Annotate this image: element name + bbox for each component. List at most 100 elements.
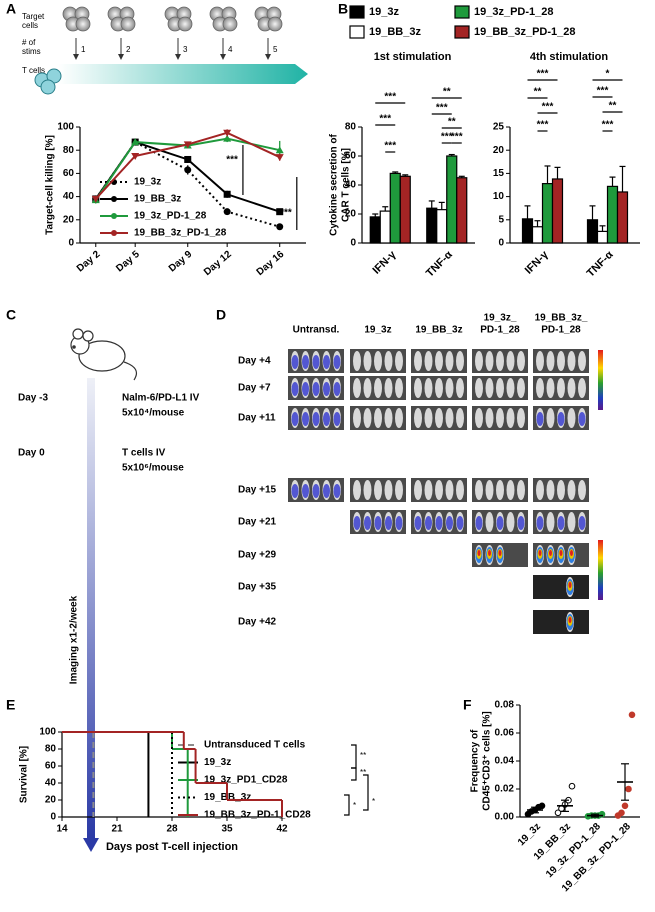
survival-step xyxy=(182,732,196,750)
y-tick-label: 0.06 xyxy=(495,728,515,739)
x-tick-label: IFN-γ xyxy=(370,248,399,277)
mouse xyxy=(363,480,372,500)
signal xyxy=(536,516,544,530)
mouse xyxy=(506,512,515,532)
signal xyxy=(302,355,309,369)
mouse xyxy=(384,378,393,398)
bar xyxy=(551,178,564,244)
legend-marker xyxy=(111,196,117,202)
imaging-label: Imaging x1-2/week xyxy=(69,595,80,684)
legend-label: 19_BB_3z xyxy=(369,26,421,38)
group-header: Untransd. xyxy=(293,325,340,336)
mouse xyxy=(475,351,483,371)
mouse xyxy=(567,408,576,428)
signal xyxy=(456,516,464,530)
group-header: 19_BB_3z xyxy=(415,325,462,336)
y-tick-label: 25 xyxy=(493,122,505,133)
mouse xyxy=(567,480,576,500)
signal xyxy=(374,516,382,530)
mouse xyxy=(445,408,454,428)
y-tick-label: 20 xyxy=(345,209,357,220)
mouse xyxy=(395,351,403,371)
y-tick-label: 20 xyxy=(493,145,505,156)
signal xyxy=(323,382,330,396)
marker xyxy=(223,134,232,142)
mouse xyxy=(557,351,565,371)
bar xyxy=(446,155,458,244)
bar xyxy=(426,207,438,244)
mouse xyxy=(435,351,443,371)
x-tick-label: Day 9 xyxy=(167,249,195,275)
legend-label: Untransduced T cells xyxy=(204,740,306,751)
color-scale xyxy=(598,350,603,410)
bar xyxy=(596,230,609,244)
mouse xyxy=(485,480,494,500)
bar xyxy=(389,172,401,244)
mouse xyxy=(578,351,586,371)
stim-arrow-head xyxy=(220,54,226,60)
marker xyxy=(223,190,231,198)
x-tick-label: 42 xyxy=(276,824,288,835)
target-cell xyxy=(267,16,283,32)
legend-label: 19_3z_PD-1_28 xyxy=(474,6,554,18)
signal xyxy=(395,516,403,530)
bar xyxy=(456,177,468,244)
panel-label: B xyxy=(338,1,348,17)
chart-title: 4th stimulation xyxy=(530,51,609,63)
significance: *** xyxy=(226,155,238,166)
y-axis-label: Frequency of xyxy=(470,729,481,792)
panel-label: A xyxy=(6,1,16,17)
row-label: Day +35 xyxy=(238,582,277,593)
mouse xyxy=(374,378,382,398)
signal xyxy=(568,582,572,588)
significance: *** xyxy=(280,208,292,219)
group-header: 19_3z_ xyxy=(484,313,517,324)
signal xyxy=(538,550,542,556)
significance-bracket xyxy=(363,774,369,811)
t-cells xyxy=(34,68,62,95)
signal xyxy=(323,412,330,426)
mouse xyxy=(546,351,555,371)
y-tick-label: 0 xyxy=(68,238,74,249)
mouse xyxy=(517,408,525,428)
mouse xyxy=(456,378,464,398)
x-tick-label: Day 2 xyxy=(75,249,103,275)
mouse xyxy=(536,351,544,371)
y-tick-label: 20 xyxy=(63,214,75,225)
mouse xyxy=(496,351,504,371)
event-day: Day -3 xyxy=(18,393,48,404)
signal xyxy=(578,516,586,530)
target-cell xyxy=(177,16,193,32)
mouse xyxy=(414,351,422,371)
target-cell xyxy=(75,16,91,32)
mouse xyxy=(546,408,555,428)
marker xyxy=(131,138,140,146)
mouse xyxy=(384,351,393,371)
row-label: Day +21 xyxy=(238,517,277,528)
diagram-label: cells xyxy=(22,21,38,30)
legend-label: 19_3z xyxy=(134,177,161,188)
signal xyxy=(475,516,483,530)
significance: *** xyxy=(451,132,463,143)
mouse xyxy=(424,480,433,500)
panel-label: D xyxy=(216,307,226,323)
significance: ** xyxy=(609,101,617,112)
mouse xyxy=(506,351,515,371)
mouse xyxy=(517,480,525,500)
y-tick-label: 60 xyxy=(45,761,57,772)
y-tick-label: 15 xyxy=(493,168,505,179)
y-tick-label: 20 xyxy=(45,795,57,806)
chart-title: 1st stimulation xyxy=(374,51,452,63)
significance: *** xyxy=(436,103,448,114)
y-tick-label: 80 xyxy=(45,744,57,755)
significance: ** xyxy=(360,768,366,777)
y-tick-label: 60 xyxy=(63,168,75,179)
bar xyxy=(379,210,391,244)
panel-label: F xyxy=(463,697,472,713)
signal xyxy=(333,484,341,498)
x-tick-label: 35 xyxy=(221,824,233,835)
mouse xyxy=(485,378,494,398)
mouse xyxy=(353,351,361,371)
x-tick-label: TNF-α xyxy=(424,249,455,280)
signal xyxy=(291,382,299,396)
